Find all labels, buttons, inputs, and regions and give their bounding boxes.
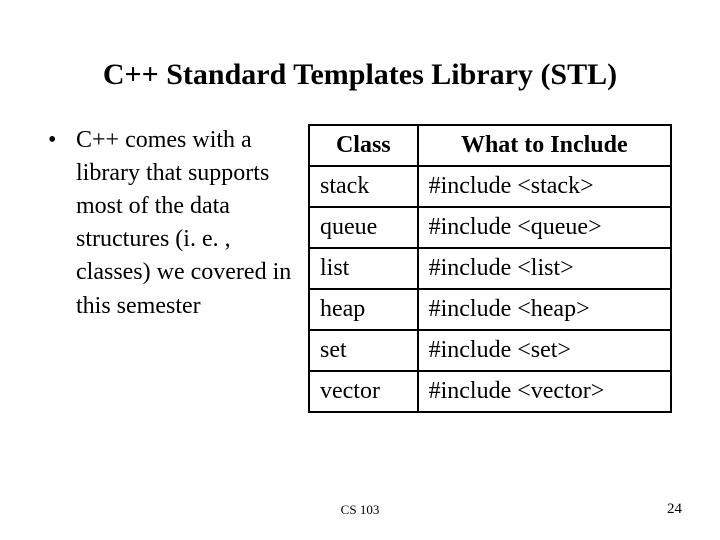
cell-include: #include <vector> — [418, 371, 671, 412]
cell-class: vector — [309, 371, 418, 412]
cell-include: #include <stack> — [418, 166, 671, 207]
cell-include: #include <set> — [418, 330, 671, 371]
table-row: heap #include <heap> — [309, 289, 671, 330]
col-include: What to Include — [418, 125, 671, 166]
bullet-marker: • — [48, 124, 76, 323]
cell-class: queue — [309, 207, 418, 248]
slide-title: C++ Standard Templates Library (STL) — [48, 58, 672, 92]
cell-include: #include <heap> — [418, 289, 671, 330]
table-row: queue #include <queue> — [309, 207, 671, 248]
slide: C++ Standard Templates Library (STL) • C… — [0, 0, 720, 540]
content-area: • C++ comes with a library that supports… — [48, 124, 672, 413]
col-class: Class — [309, 125, 418, 166]
bullet-text: C++ comes with a library that supports m… — [76, 124, 296, 323]
cell-include: #include <list> — [418, 248, 671, 289]
table-row: vector #include <vector> — [309, 371, 671, 412]
table-row: list #include <list> — [309, 248, 671, 289]
cell-include: #include <queue> — [418, 207, 671, 248]
stl-table: Class What to Include stack #include <st… — [308, 124, 672, 413]
bullet-list: • C++ comes with a library that supports… — [48, 124, 296, 413]
table-container: Class What to Include stack #include <st… — [308, 124, 672, 413]
footer-course: CS 103 — [0, 502, 720, 518]
table-row: stack #include <stack> — [309, 166, 671, 207]
cell-class: stack — [309, 166, 418, 207]
table-header-row: Class What to Include — [309, 125, 671, 166]
table-row: set #include <set> — [309, 330, 671, 371]
footer-page: 24 — [667, 501, 682, 518]
bullet-item: • C++ comes with a library that supports… — [48, 124, 296, 323]
cell-class: list — [309, 248, 418, 289]
cell-class: set — [309, 330, 418, 371]
cell-class: heap — [309, 289, 418, 330]
